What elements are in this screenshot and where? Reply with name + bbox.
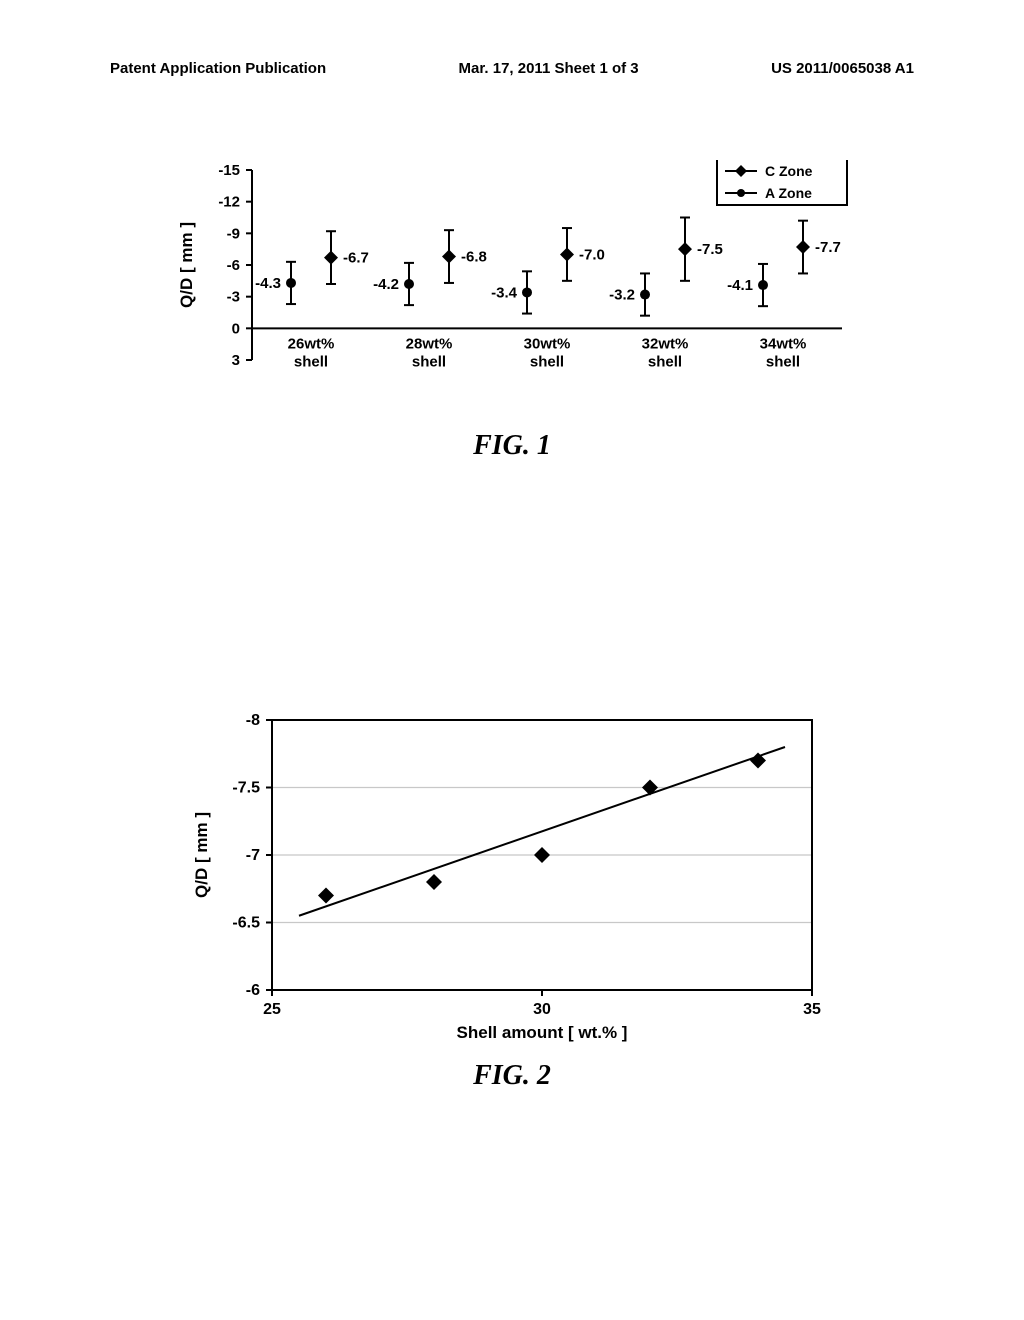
svg-text:-9: -9	[227, 225, 240, 242]
svg-text:-7.7: -7.7	[815, 239, 841, 256]
svg-text:Q/D [ mm ]: Q/D [ mm ]	[192, 812, 211, 898]
svg-text:-7.5: -7.5	[697, 241, 723, 258]
svg-text:shell: shell	[412, 353, 446, 370]
figure-1: -15-12-9-6-303Q/D [ mm ]26wt%shell28wt%s…	[162, 160, 862, 470]
svg-text:-7.0: -7.0	[579, 246, 605, 263]
header-right: US 2011/0065038 A1	[771, 60, 914, 77]
svg-text:3: 3	[232, 352, 240, 369]
svg-text:shell: shell	[294, 353, 328, 370]
svg-text:-6.7: -6.7	[343, 250, 369, 267]
svg-text:-12: -12	[218, 194, 240, 211]
svg-text:-3: -3	[227, 289, 240, 306]
svg-text:35: 35	[803, 1001, 821, 1018]
svg-text:C Zone: C Zone	[765, 163, 813, 179]
svg-text:34wt%: 34wt%	[760, 335, 807, 352]
svg-text:shell: shell	[530, 353, 564, 370]
fig1-label: FIG. 1	[162, 430, 862, 462]
svg-text:0: 0	[232, 320, 240, 337]
svg-text:-4.2: -4.2	[373, 276, 399, 293]
svg-text:-3.4: -3.4	[491, 284, 518, 301]
svg-text:-7.5: -7.5	[232, 780, 260, 797]
svg-text:-6.8: -6.8	[461, 249, 487, 266]
svg-text:-6.5: -6.5	[232, 915, 260, 932]
figure-2: -6 -6.5 -7 -7.5 -8 25 30 35 Q/D [ mm ] Shell amou…	[172, 700, 852, 1100]
svg-text:-8: -8	[246, 712, 260, 729]
svg-text:-7: -7	[246, 847, 260, 864]
svg-text:-4.1: -4.1	[727, 277, 753, 294]
header-center: Mar. 17, 2011 Sheet 1 of 3	[459, 60, 639, 77]
svg-text:shell: shell	[766, 353, 800, 370]
svg-text:-4.3: -4.3	[255, 275, 281, 292]
svg-text:32wt%: 32wt%	[642, 335, 689, 352]
fig2-label: FIG. 2	[172, 1060, 852, 1092]
svg-text:-15: -15	[218, 162, 240, 179]
svg-text:Shell amount [ wt.% ]: Shell amount [ wt.% ]	[457, 1023, 628, 1042]
svg-text:Q/D [ mm ]: Q/D [ mm ]	[177, 222, 196, 308]
fig2-chart: -6 -6.5 -7 -7.5 -8 25 30 35 Q/D [ mm ] Shell amou…	[172, 700, 852, 1050]
svg-text:25: 25	[263, 1001, 281, 1018]
svg-text:28wt%: 28wt%	[406, 335, 453, 352]
svg-text:A Zone: A Zone	[765, 185, 812, 201]
svg-text:-6: -6	[246, 982, 260, 999]
page-header: Patent Application Publication Mar. 17, …	[0, 60, 1024, 77]
svg-text:shell: shell	[648, 353, 682, 370]
page: Patent Application Publication Mar. 17, …	[0, 0, 1024, 1320]
svg-text:26wt%: 26wt%	[288, 335, 335, 352]
svg-text:30: 30	[533, 1001, 551, 1018]
header-left: Patent Application Publication	[110, 60, 326, 77]
fig1-chart: -15-12-9-6-303Q/D [ mm ]26wt%shell28wt%s…	[162, 160, 862, 420]
svg-text:30wt%: 30wt%	[524, 335, 571, 352]
svg-text:-3.2: -3.2	[609, 287, 635, 304]
svg-text:-6: -6	[227, 257, 240, 274]
